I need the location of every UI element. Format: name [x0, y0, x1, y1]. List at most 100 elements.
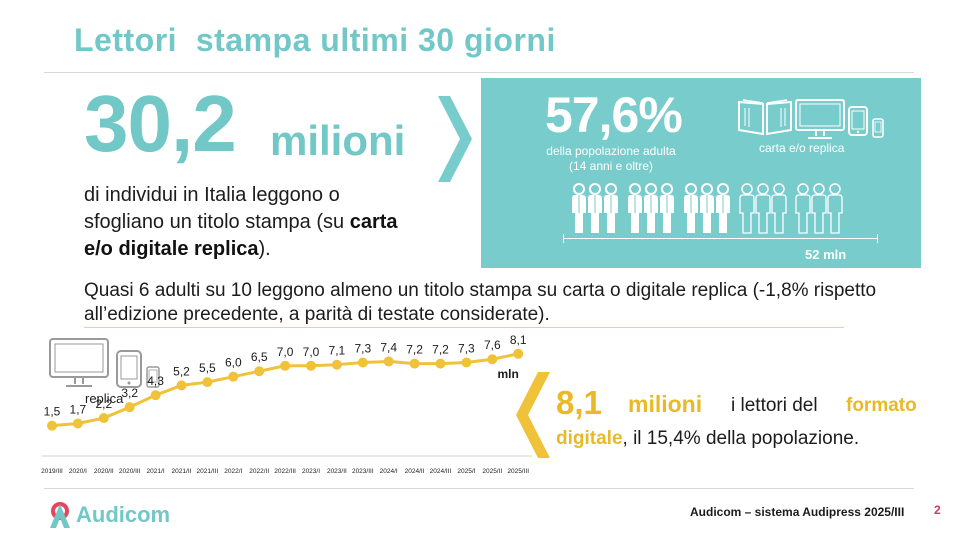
data-label: 7,4 [380, 340, 397, 354]
data-label: 7,2 [432, 343, 449, 357]
data-point [72, 418, 83, 429]
data-point [487, 354, 498, 365]
data-label: 8,1 [510, 333, 527, 347]
x-tick-label: 2022/III [274, 468, 296, 475]
x-tick-label: 2022/II [249, 468, 269, 475]
smartphone-icon [146, 366, 160, 388]
digital-text-line2: digitale, il 15,4% della popolazione. [556, 429, 859, 448]
footer-divider [44, 488, 914, 489]
tablet-icon [848, 106, 868, 136]
data-label: 7,1 [329, 344, 346, 358]
population-percent: 57,6% [545, 87, 683, 143]
data-point [254, 366, 265, 377]
population-bracket [563, 234, 878, 243]
population-sub-line2: (14 anni e oltre) [568, 159, 654, 173]
digital-text-1: i lettori del [731, 395, 818, 416]
hero-unit: milioni [270, 117, 406, 164]
x-tick-label: 2023/III [352, 468, 374, 475]
section-divider [84, 327, 844, 328]
digital-rest: , il 15,4% della popolazione. [622, 428, 860, 449]
data-label: 6,0 [225, 356, 242, 370]
data-point [124, 402, 135, 413]
page-number: 2 [934, 503, 941, 517]
data-label: 6,5 [251, 350, 268, 364]
data-label: 4,3 [147, 374, 164, 388]
book-icon [738, 99, 792, 136]
x-tick-label: 2020/III [119, 468, 141, 475]
data-label: 2,2 [95, 397, 112, 411]
title-divider [44, 72, 914, 73]
data-point [357, 357, 368, 368]
x-tick-label: 2023/I [302, 468, 320, 475]
data-point [331, 359, 342, 370]
data-point [513, 348, 524, 359]
data-point [461, 357, 472, 368]
digital-unit: milioni [628, 391, 703, 417]
data-point [202, 377, 213, 388]
data-label: 5,5 [199, 361, 216, 375]
data-label: 7,0 [277, 345, 294, 359]
digital-bold: digitale [556, 428, 623, 449]
monitor-icon [49, 338, 109, 387]
data-point [47, 420, 57, 431]
data-label: 7,0 [303, 345, 320, 359]
population-panel: 57,6% della popolazione adulta (14 anni … [481, 78, 921, 268]
data-point [306, 360, 316, 371]
digital-value: 8,1 [556, 384, 602, 421]
unit-label: mln [498, 367, 519, 381]
data-point [176, 380, 187, 391]
page-title: Lettori stampa ultimi 30 giorni [74, 22, 556, 58]
x-tick-label: 2019/III [41, 468, 63, 475]
data-label: 7,2 [406, 343, 423, 357]
data-label: 1,5 [44, 405, 61, 419]
source-note: Audicom – sistema Audipress 2025/III [690, 505, 905, 519]
devices-label: carta e/o replica [759, 141, 845, 155]
x-tick-label: 2021/II [172, 468, 192, 475]
x-tick-label: 2025/II [482, 468, 502, 475]
data-point [280, 360, 291, 371]
chevron-right-icon [438, 96, 472, 182]
data-label: 7,6 [484, 338, 501, 352]
x-tick-label: 2025/III [507, 468, 529, 475]
x-tick-label: 2024/II [405, 468, 425, 475]
monitor-icon [795, 99, 845, 139]
data-label: 3,2 [121, 386, 138, 400]
data-label: 7,3 [354, 342, 371, 356]
data-point [98, 413, 109, 424]
population-total: 52 mln [805, 247, 847, 262]
tablet-icon [116, 350, 142, 388]
data-point [409, 358, 420, 369]
audicom-logo-icon [50, 502, 70, 528]
x-tick-label: 2020/I [69, 468, 87, 475]
data-label: 7,3 [458, 342, 475, 356]
data-label: 1,7 [70, 402, 87, 416]
chevron-left-icon [516, 372, 550, 458]
hero-description: di individui in Italia leggono o sfoglia… [84, 182, 424, 263]
x-tick-label: 2020/II [94, 468, 114, 475]
people-icon [571, 183, 843, 234]
x-tick-label: 2021/III [197, 468, 219, 475]
hero-desc-text: di individui in Italia leggono o sfoglia… [84, 184, 350, 233]
population-subtitle: della popolazione adulta (14 anni e oltr… [541, 144, 681, 174]
x-tick-label: 2024/I [380, 468, 398, 475]
data-label: 5,2 [173, 364, 190, 378]
x-tick-label: 2021/I [147, 468, 165, 475]
x-tick-label: 2022/I [224, 468, 242, 475]
hero-desc-end: ). [258, 238, 271, 260]
replica-label: replica [85, 391, 124, 406]
data-point [228, 371, 239, 382]
data-point [383, 356, 394, 367]
data-point [150, 390, 161, 401]
population-sub-line1: della popolazione adulta [546, 144, 676, 158]
smartphone-icon [872, 118, 884, 138]
summary-paragraph: Quasi 6 adulti su 10 leggono almeno un t… [84, 280, 877, 325]
hero-desc-bold: carta e/o digitale replica [84, 211, 398, 260]
digital-readers-line-chart: 1,5 2019/III 1,7 2020/I 2,2 2020/II 3,2 2020/II… [41, 333, 532, 475]
logo-text: Audicom [76, 502, 171, 527]
data-point [435, 358, 446, 369]
digital-text-2: formato [846, 395, 917, 416]
x-tick-label: 2024/III [430, 468, 452, 475]
hero-value: 30,2 [84, 79, 237, 168]
x-tick-label: 2025/I [457, 468, 475, 475]
x-tick-label: 2023/II [327, 468, 347, 475]
